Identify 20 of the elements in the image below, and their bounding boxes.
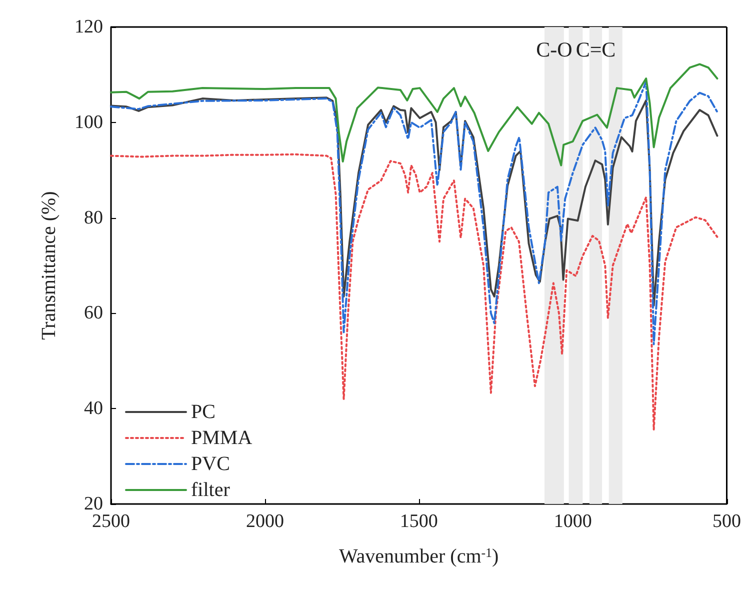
y-tick-label: 120 [74,16,103,38]
y-tick-label: 80 [84,207,103,228]
y-tick-label: 60 [84,302,103,324]
line-series [110,153,718,431]
legend-label: filter [191,479,230,501]
x-tick-label: 500 [712,511,741,532]
line-series [110,96,718,307]
band-label: C=C [576,38,616,62]
legend-label: PMMA [191,427,253,449]
legend-label: PVC [191,453,230,475]
x-tick-label: 1500 [400,511,438,532]
line-series [110,63,718,166]
x-tick-label: 2000 [246,511,284,532]
y-axis-title: Transmittance (%) [38,191,60,340]
y-tick-label: 40 [84,398,103,420]
legend-label: PC [191,401,216,423]
band-label: C-O [536,38,572,62]
y-tick-label: 100 [74,112,103,133]
line-series [110,80,718,346]
x-tick-label: 1000 [554,511,592,532]
